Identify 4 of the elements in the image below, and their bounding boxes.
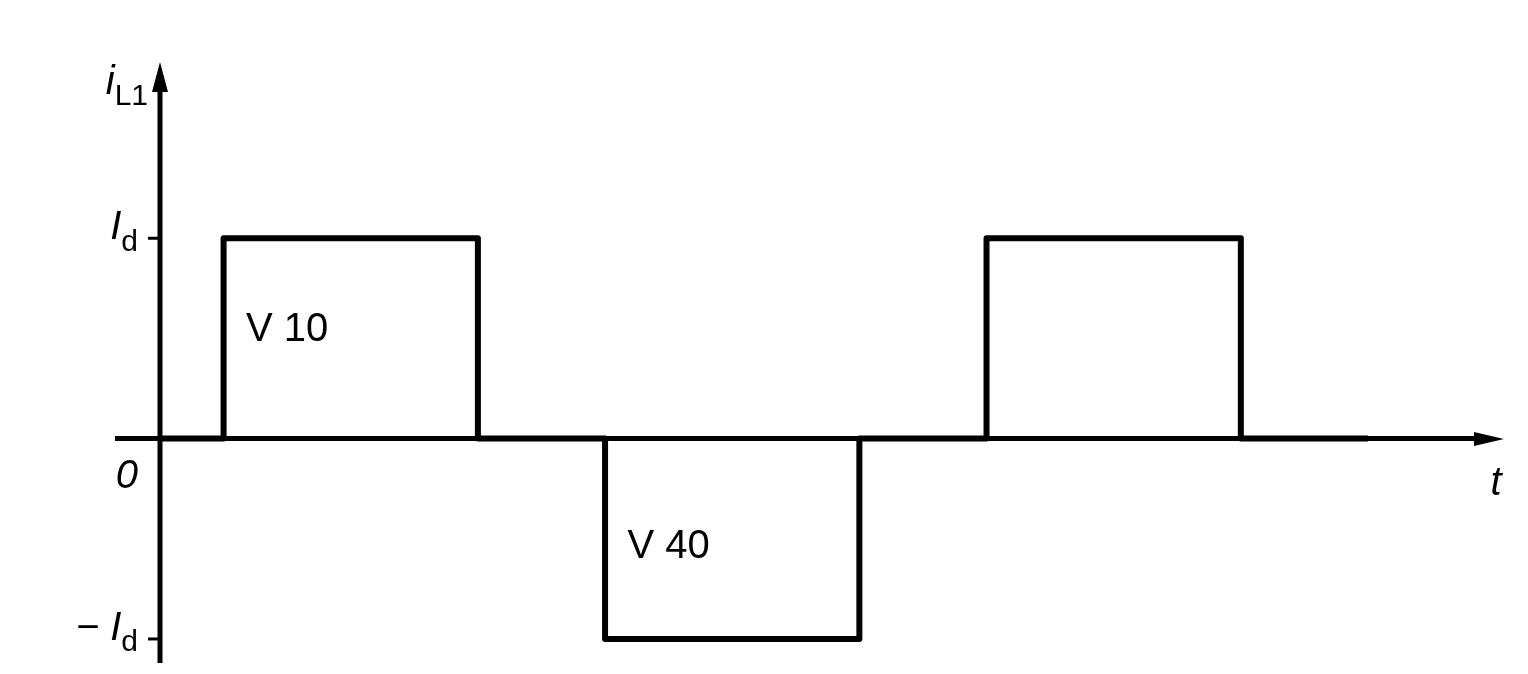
annotation: V 40 [627, 521, 710, 566]
annotation: 0 [115, 451, 138, 496]
x-axis-title: t [1490, 458, 1504, 503]
annotation: V 10 [246, 305, 329, 350]
